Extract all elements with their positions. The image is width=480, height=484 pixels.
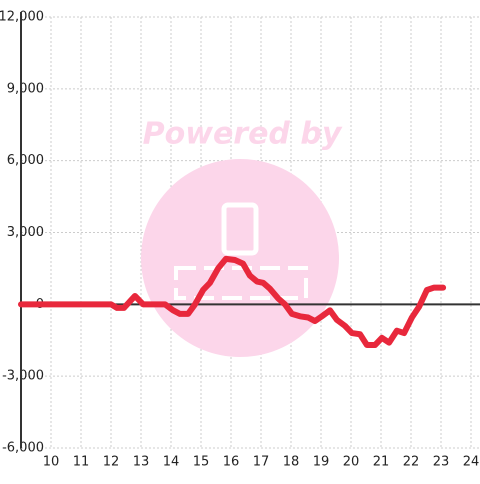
- x-tick-label: 19: [313, 455, 330, 470]
- y-tick-label: 9,000: [7, 81, 44, 96]
- watermark-logo: [141, 159, 339, 357]
- x-tick-label: 24: [463, 455, 480, 470]
- x-tick-label: 22: [403, 455, 420, 470]
- y-tick-label: -6,000: [2, 441, 44, 456]
- x-tick-label: 14: [163, 455, 180, 470]
- y-tick-label: 6,000: [7, 153, 44, 168]
- x-tick-label: 18: [283, 455, 300, 470]
- x-tick-label: 10: [43, 455, 60, 470]
- x-tick-label: 21: [373, 455, 390, 470]
- x-tick-label: 15: [193, 455, 210, 470]
- x-tick-label: 16: [223, 455, 240, 470]
- watermark-text: Powered by: [143, 117, 343, 152]
- x-tick-label: 17: [253, 455, 270, 470]
- line-series: [18, 255, 447, 349]
- x-tick-label: 12: [103, 455, 120, 470]
- y-tick-label: -3,000: [2, 369, 44, 384]
- x-tick-label: 11: [73, 455, 90, 470]
- x-tick-label: 23: [433, 455, 450, 470]
- x-tick-label: 20: [343, 455, 360, 470]
- x-tick-label: 13: [133, 455, 150, 470]
- y-tick-label: 3,000: [7, 225, 44, 240]
